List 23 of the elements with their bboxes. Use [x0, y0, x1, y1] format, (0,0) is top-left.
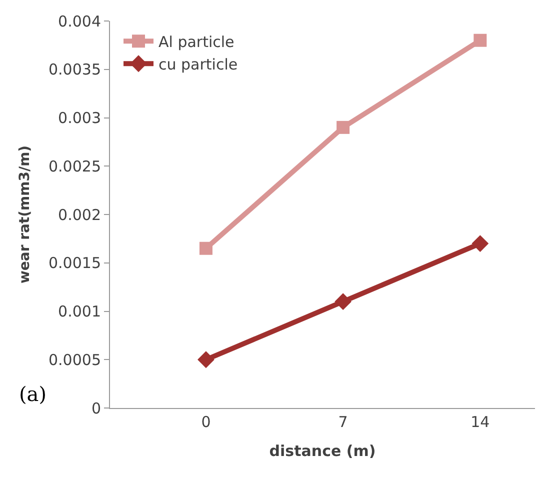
y-tick-label: 0.0035 [48, 60, 101, 79]
y-tick-label: 0 [91, 399, 101, 418]
legend-label: Al particle [158, 32, 234, 51]
point [199, 242, 212, 255]
point [336, 120, 350, 134]
y-tick-label: 0.003 [58, 109, 101, 127]
point [198, 351, 214, 368]
y-tick-label: 0.002 [58, 206, 101, 224]
x-tick-label: 14 [470, 413, 490, 431]
text: (a) [19, 382, 47, 406]
point [474, 34, 487, 47]
y-tick-label: 0.004 [58, 12, 101, 30]
y-tick-label: 0.0025 [48, 157, 101, 176]
x-tick-label: 7 [338, 413, 348, 431]
y-tick-label: 0.0005 [48, 350, 101, 369]
x-axis-title: distance (m) [269, 442, 376, 460]
point [472, 235, 489, 252]
y-tick-label: 0.0015 [48, 254, 101, 272]
x-tick-label: 0 [201, 413, 211, 431]
y-tick-label: 0.001 [58, 302, 101, 320]
y-axis-title: wear rat(mm3/m) [17, 145, 34, 284]
legend-label: cu particle [158, 55, 238, 74]
point [334, 293, 352, 310]
